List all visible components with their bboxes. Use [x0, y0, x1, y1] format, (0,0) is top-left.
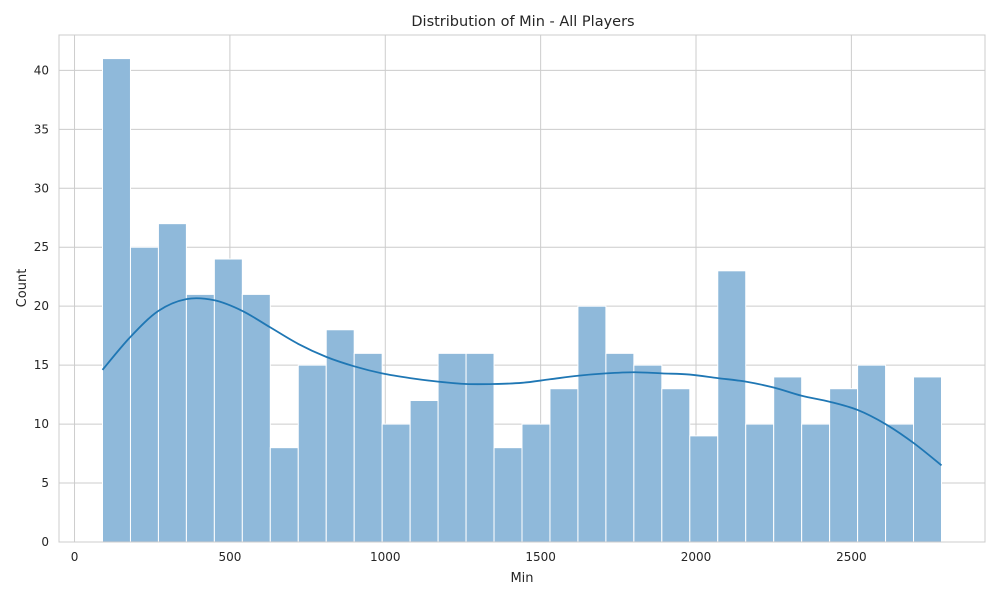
histogram-bar	[437, 352, 467, 543]
histogram-bars	[102, 58, 942, 543]
x-tick-label: 500	[218, 550, 241, 564]
histogram-bar	[801, 423, 831, 543]
y-tick-label: 20	[34, 299, 49, 313]
histogram-bar	[185, 293, 215, 543]
histogram-bar	[773, 376, 803, 543]
histogram-bar	[577, 305, 607, 543]
x-tick-label: 1000	[370, 550, 401, 564]
histogram-bar	[102, 58, 131, 543]
histogram-bar	[717, 270, 747, 543]
histogram-bar	[493, 447, 523, 543]
histogram-bar	[633, 364, 663, 543]
histogram-bar	[549, 388, 579, 543]
histogram-bar	[213, 258, 243, 543]
histogram-bar	[353, 352, 383, 543]
y-tick-label: 0	[41, 535, 49, 549]
x-axis-ticks: 0 500 1000 1500 2000 2500	[71, 550, 867, 564]
y-tick-label: 5	[41, 476, 49, 490]
histogram-bar	[661, 388, 691, 543]
y-tick-label: 25	[34, 240, 49, 254]
histogram-bar	[913, 376, 942, 543]
chart-title: Distribution of Min - All Players	[411, 14, 634, 30]
histogram-bar	[157, 223, 187, 543]
histogram-bar	[381, 423, 411, 543]
histogram-bar	[885, 423, 915, 543]
histogram-bar	[129, 246, 159, 543]
plot-frame	[58, 34, 986, 543]
y-axis-ticks: 0 5 10 15 20 25 30 35 40	[34, 63, 49, 549]
histogram-bar	[297, 364, 327, 543]
histogram-bar	[409, 400, 439, 543]
histogram-bar	[465, 352, 495, 543]
x-tick-label: 2000	[681, 550, 712, 564]
histogram-bar	[745, 423, 775, 543]
y-tick-label: 35	[34, 122, 49, 136]
kde-curve	[101, 297, 943, 467]
y-tick-label: 30	[34, 181, 49, 195]
histogram-bar	[605, 352, 635, 543]
histogram-bar	[521, 423, 551, 543]
histogram-bar	[269, 447, 299, 543]
histogram-bar	[857, 364, 887, 543]
y-tick-label: 40	[34, 63, 49, 77]
x-axis-label: Min	[510, 571, 533, 586]
histogram-bar	[241, 293, 271, 543]
y-tick-label: 10	[34, 417, 49, 431]
histogram-bar	[689, 435, 719, 543]
histogram-bar	[829, 388, 859, 543]
x-tick-label: 2500	[836, 550, 867, 564]
x-tick-label: 0	[71, 550, 79, 564]
y-tick-label: 15	[34, 358, 49, 372]
y-axis-label: Count	[15, 269, 30, 308]
x-tick-label: 1500	[525, 550, 556, 564]
